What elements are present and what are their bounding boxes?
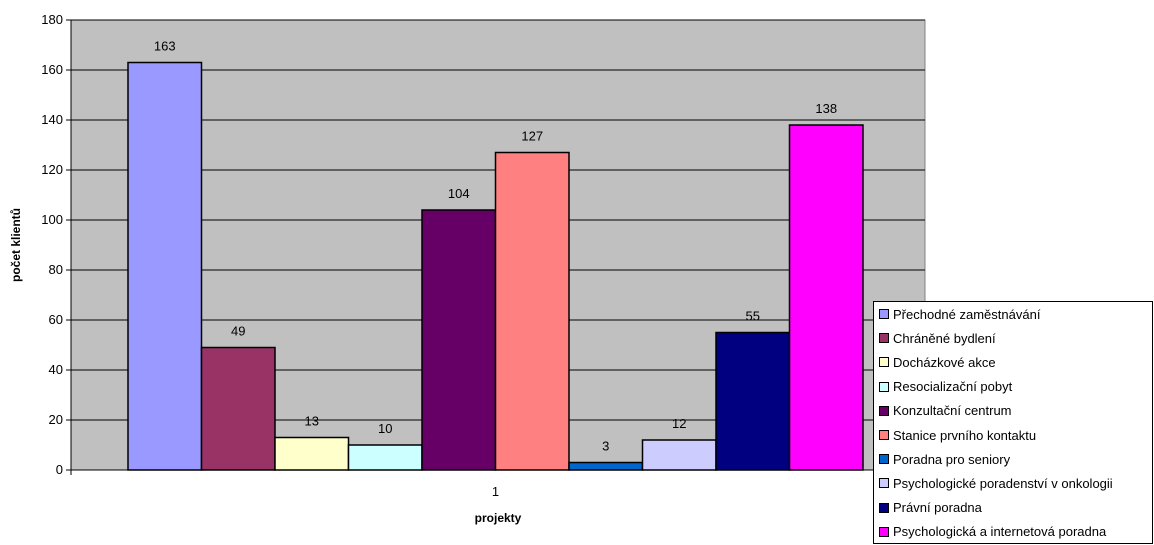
y-tick-label: 80 [49,262,63,277]
bar [200,346,276,471]
legend-item: Docházkové akce [874,350,1152,374]
data-label: 127 [521,129,543,144]
legend-label: Poradna pro seniory [893,451,1011,467]
legend-swatch [879,381,889,392]
bar [568,461,644,471]
legend-item: Poradna pro seniory [874,447,1152,471]
legend-swatch [879,526,889,537]
y-tick-label: 100 [41,212,63,227]
legend-item: Stanice prvního kontaktu [874,423,1152,447]
bar [494,151,570,471]
legend-swatch [879,478,889,489]
bar [788,124,864,471]
data-label: 138 [815,101,837,116]
data-label: 13 [305,414,319,429]
legend-label: Přechodné zaměstnávání [893,306,1041,322]
legend-label: Psychologická a internetová poradna [893,524,1107,540]
data-labels: 163 49 13 10 104 127 3 12 55 138 [154,39,837,454]
legend-swatch [879,405,889,416]
y-axis-label: počet klientů [9,208,23,282]
legend-label: Resocializační pobyt [893,379,1013,395]
bar [347,444,423,471]
data-label: 49 [231,324,245,339]
legend-label: Stanice prvního kontaktu [893,427,1037,443]
bar [274,436,350,471]
legend-swatch [879,502,889,513]
legend-item: Resocializační pobyt [874,375,1152,399]
y-tick-label: 140 [41,112,63,127]
data-label: 104 [448,186,470,201]
x-tick-label: 1 [492,484,499,499]
data-label: 3 [602,439,609,454]
legend-item: Psychologické poradenství v onkologii [874,471,1152,495]
bar [715,331,791,471]
legend-label: Konzultační centrum [893,403,1012,419]
legend-swatch [879,333,889,344]
legend-label: Docházkové akce [893,354,996,370]
y-tick-label: 180 [41,12,63,27]
legend-item: Přechodné zaměstnávání [874,302,1152,326]
x-axis-label: projekty [475,511,522,525]
y-tick-label: 160 [41,62,63,77]
legend-swatch [879,357,889,368]
bar [421,209,497,471]
data-label: 163 [154,39,176,54]
bar [641,439,717,471]
legend-item: Konzultační centrum [874,399,1152,423]
legend-label: Právní poradna [893,500,982,516]
y-tick-label: 0 [56,462,63,477]
bar [127,61,203,471]
legend: Přechodné zaměstnávání Chráněné bydlení Do… [873,301,1153,544]
legend-swatch [879,309,889,320]
legend-swatch [879,454,889,465]
y-tick-label: 60 [49,312,63,327]
y-tick-label: 120 [41,162,63,177]
data-label: 10 [378,421,392,436]
y-tick-label: 20 [49,412,63,427]
bars [127,61,864,471]
legend-item: Psychologická a internetová poradna [874,520,1152,544]
y-tick-label: 40 [49,362,63,377]
y-axis: 0 20 40 60 80 100 120 140 160 180 [41,12,72,477]
legend-label: Chráněné bydlení [893,330,996,346]
data-label: 12 [672,416,686,431]
legend-item: Právní poradna [874,496,1152,520]
legend-item: Chráněné bydlení [874,326,1152,350]
x-axis: 1 [70,469,926,499]
legend-swatch [879,430,889,441]
legend-label: Psychologické poradenství v onkologii [893,475,1113,491]
data-label: 55 [746,309,760,324]
